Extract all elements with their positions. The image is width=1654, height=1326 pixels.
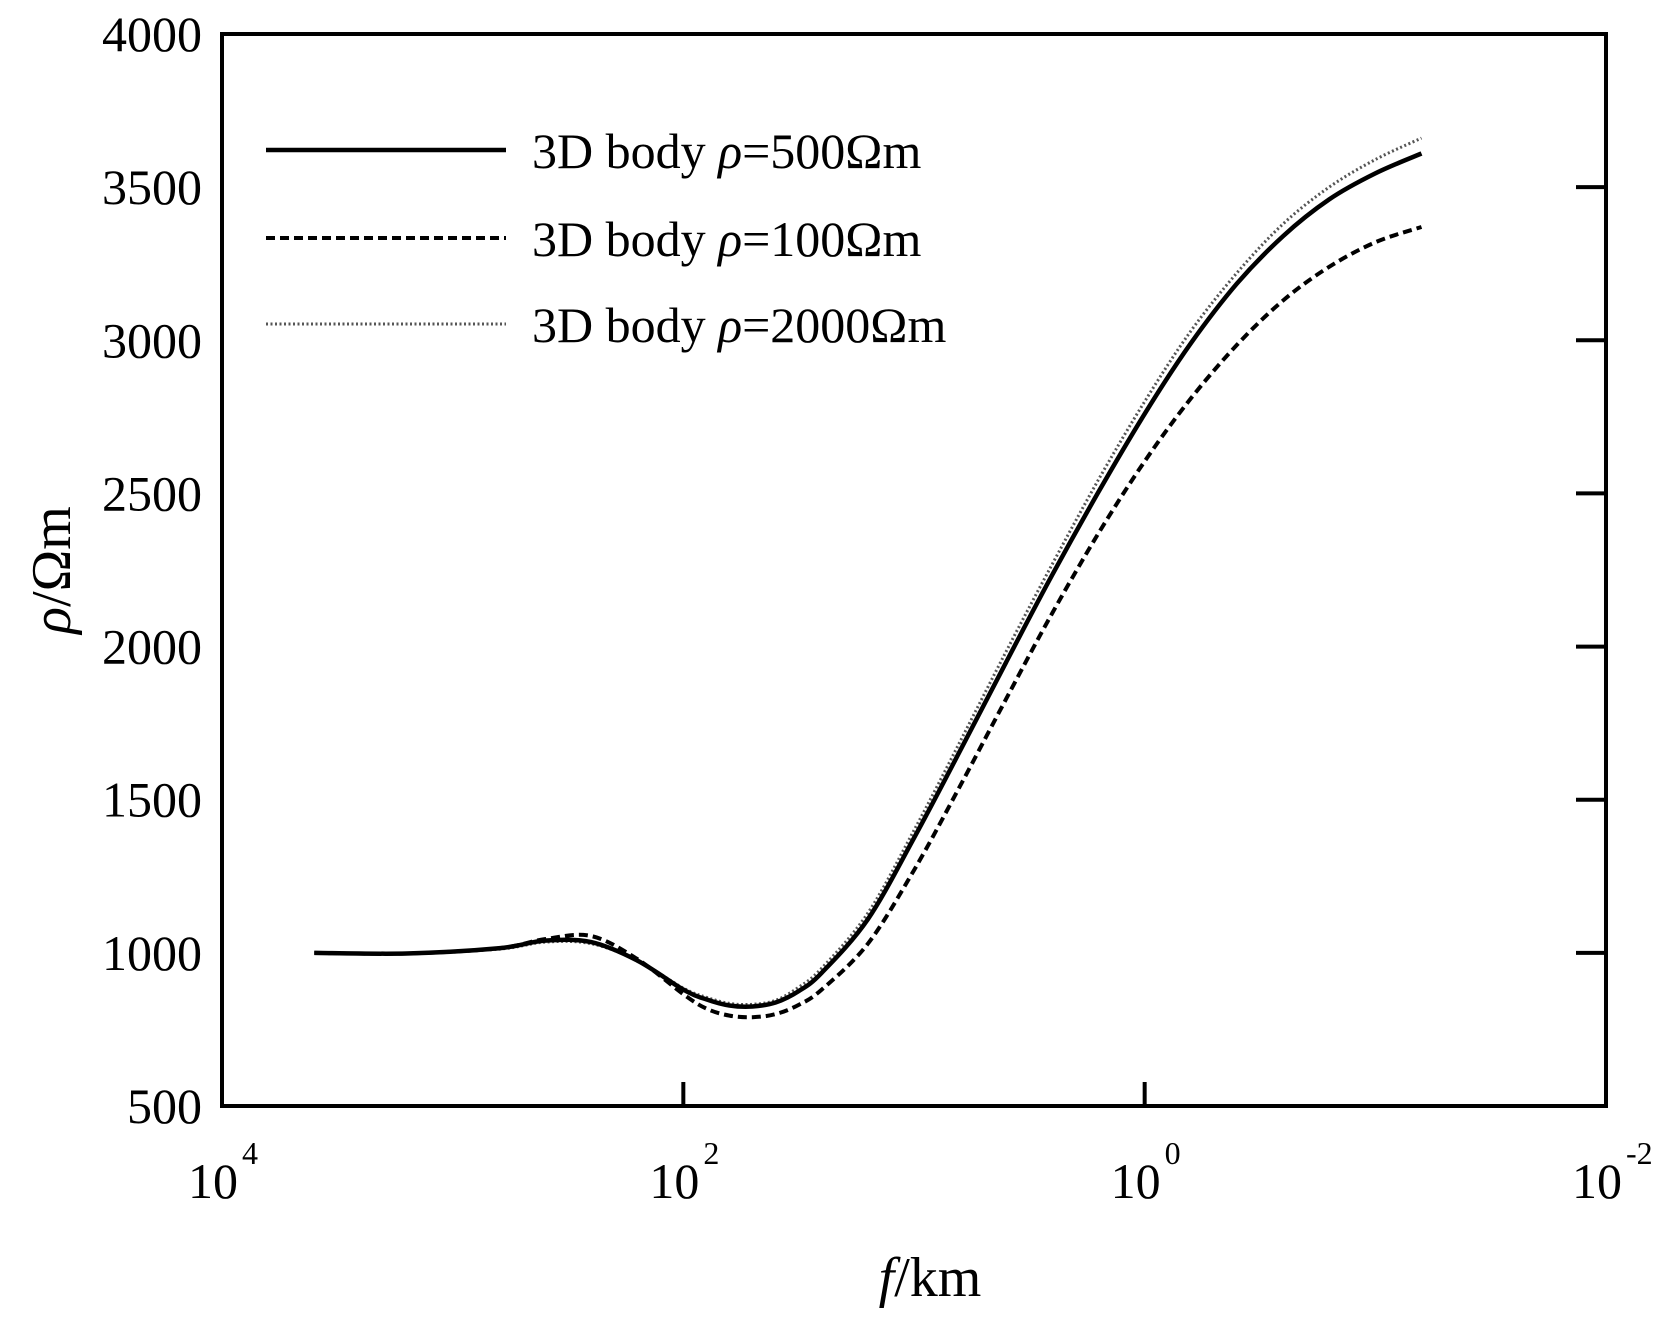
y-tick-label: 1500	[102, 772, 202, 828]
legend-label: 3D body ρ=100Ωm	[532, 211, 921, 267]
series-lines	[314, 136, 1423, 1020]
plot-frame	[220, 32, 1608, 1108]
y-tick-label: 2000	[102, 619, 202, 675]
y-tick-label: 2500	[102, 465, 202, 521]
y-tick-label: 500	[127, 1078, 202, 1134]
y-tick-label: 3000	[102, 312, 202, 368]
x-tick-label: 10 2	[649, 1135, 719, 1209]
y-axis: 500 1000 1500 2000 2500 3000 3500 4000	[102, 6, 1606, 1134]
series-line-solid	[314, 151, 1423, 1009]
legend-label: 3D body ρ=500Ωm	[532, 123, 921, 179]
x-axis-title: f/km	[879, 1247, 982, 1309]
x-tick-label: 10 0	[1111, 1135, 1181, 1209]
y-tick-label: 4000	[102, 6, 202, 62]
x-tick-label: 10 -2	[1572, 1135, 1653, 1209]
y-tick-label: 3500	[102, 159, 202, 215]
legend: 3D body ρ=500Ωm 3D body ρ=100Ωm 3D body ρ=…	[266, 123, 946, 353]
x-tick-label: 10 4	[188, 1135, 258, 1209]
y-axis-title: ρ/Ωm	[21, 506, 83, 636]
legend-label: 3D body ρ=2000Ωm	[532, 297, 946, 353]
y-tick-label: 1000	[102, 925, 202, 981]
x-axis: 10 4 10 2 10 0 10 -2	[188, 1082, 1653, 1209]
series-line-dashed	[314, 225, 1423, 1020]
